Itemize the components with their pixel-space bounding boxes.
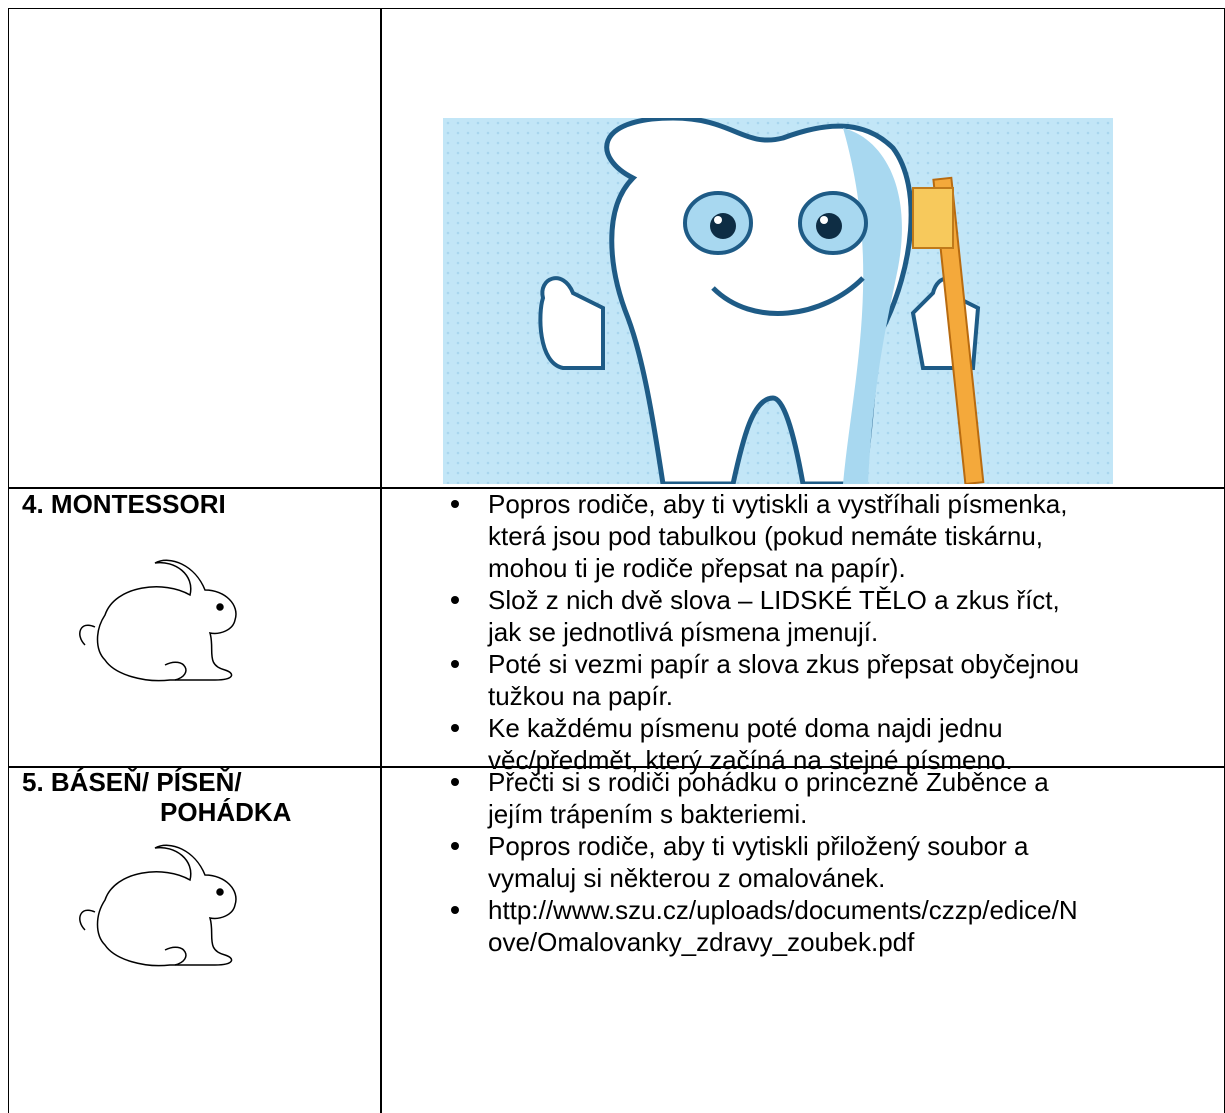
bullet-text: tužkou na papír. xyxy=(488,681,674,711)
bullet-text: která jsou pod tabulkou (pokud nemáte ti… xyxy=(488,521,1044,551)
cell xyxy=(8,487,382,768)
bullet-text: jejím trápením s bakteriemi. xyxy=(488,799,808,829)
bullet-text: Ke každému písmenu poté doma najdi jednu xyxy=(488,713,1003,743)
bullet xyxy=(451,660,459,668)
bullet-text: mohou ti je rodiče přepsat na papír). xyxy=(488,553,906,583)
bullet-text: Poté si vezmi papír a slova zkus přepsat… xyxy=(488,649,1080,679)
bullet xyxy=(451,906,459,914)
cell xyxy=(8,766,382,1113)
bullet-text: ove/Omalovanky_zdravy_zoubek.pdf xyxy=(488,927,915,957)
bullet-text: Popros rodiče, aby ti vytiskli a vystříh… xyxy=(488,489,1068,519)
bullet-text: http://www.szu.cz/uploads/documents/czzp… xyxy=(488,895,1078,925)
bullet-text: věc/předmět, který začíná na stejné písm… xyxy=(488,745,1013,775)
cell xyxy=(8,8,382,489)
bullet-text: vymaluj si některou z omalovánek. xyxy=(488,863,886,893)
row-label: 5. BÁSEŇ/ PÍSEŇ/ xyxy=(22,767,242,797)
bullet xyxy=(451,842,459,850)
bullet-text: Popros rodiče, aby ti vytiskli přiložený… xyxy=(488,831,1029,861)
bullet-text: Slož z nich dvě slova – LIDSKÉ TĚLO a zk… xyxy=(488,585,1060,615)
row-label: POHÁDKA xyxy=(160,797,292,827)
bullet xyxy=(451,724,459,732)
bullet xyxy=(451,596,459,604)
bullet-text: jak se jednotlivá písmena jmenují. xyxy=(488,617,879,647)
bullet-text: Přečti si s rodiči pohádku o princezně Z… xyxy=(488,767,1049,797)
rabbit-image xyxy=(79,844,237,967)
bullet xyxy=(451,778,459,786)
tooth-image xyxy=(443,118,1113,484)
row-label: 4. MONTESSORI xyxy=(22,489,226,519)
bullet xyxy=(451,500,459,508)
rabbit-image xyxy=(79,559,237,682)
